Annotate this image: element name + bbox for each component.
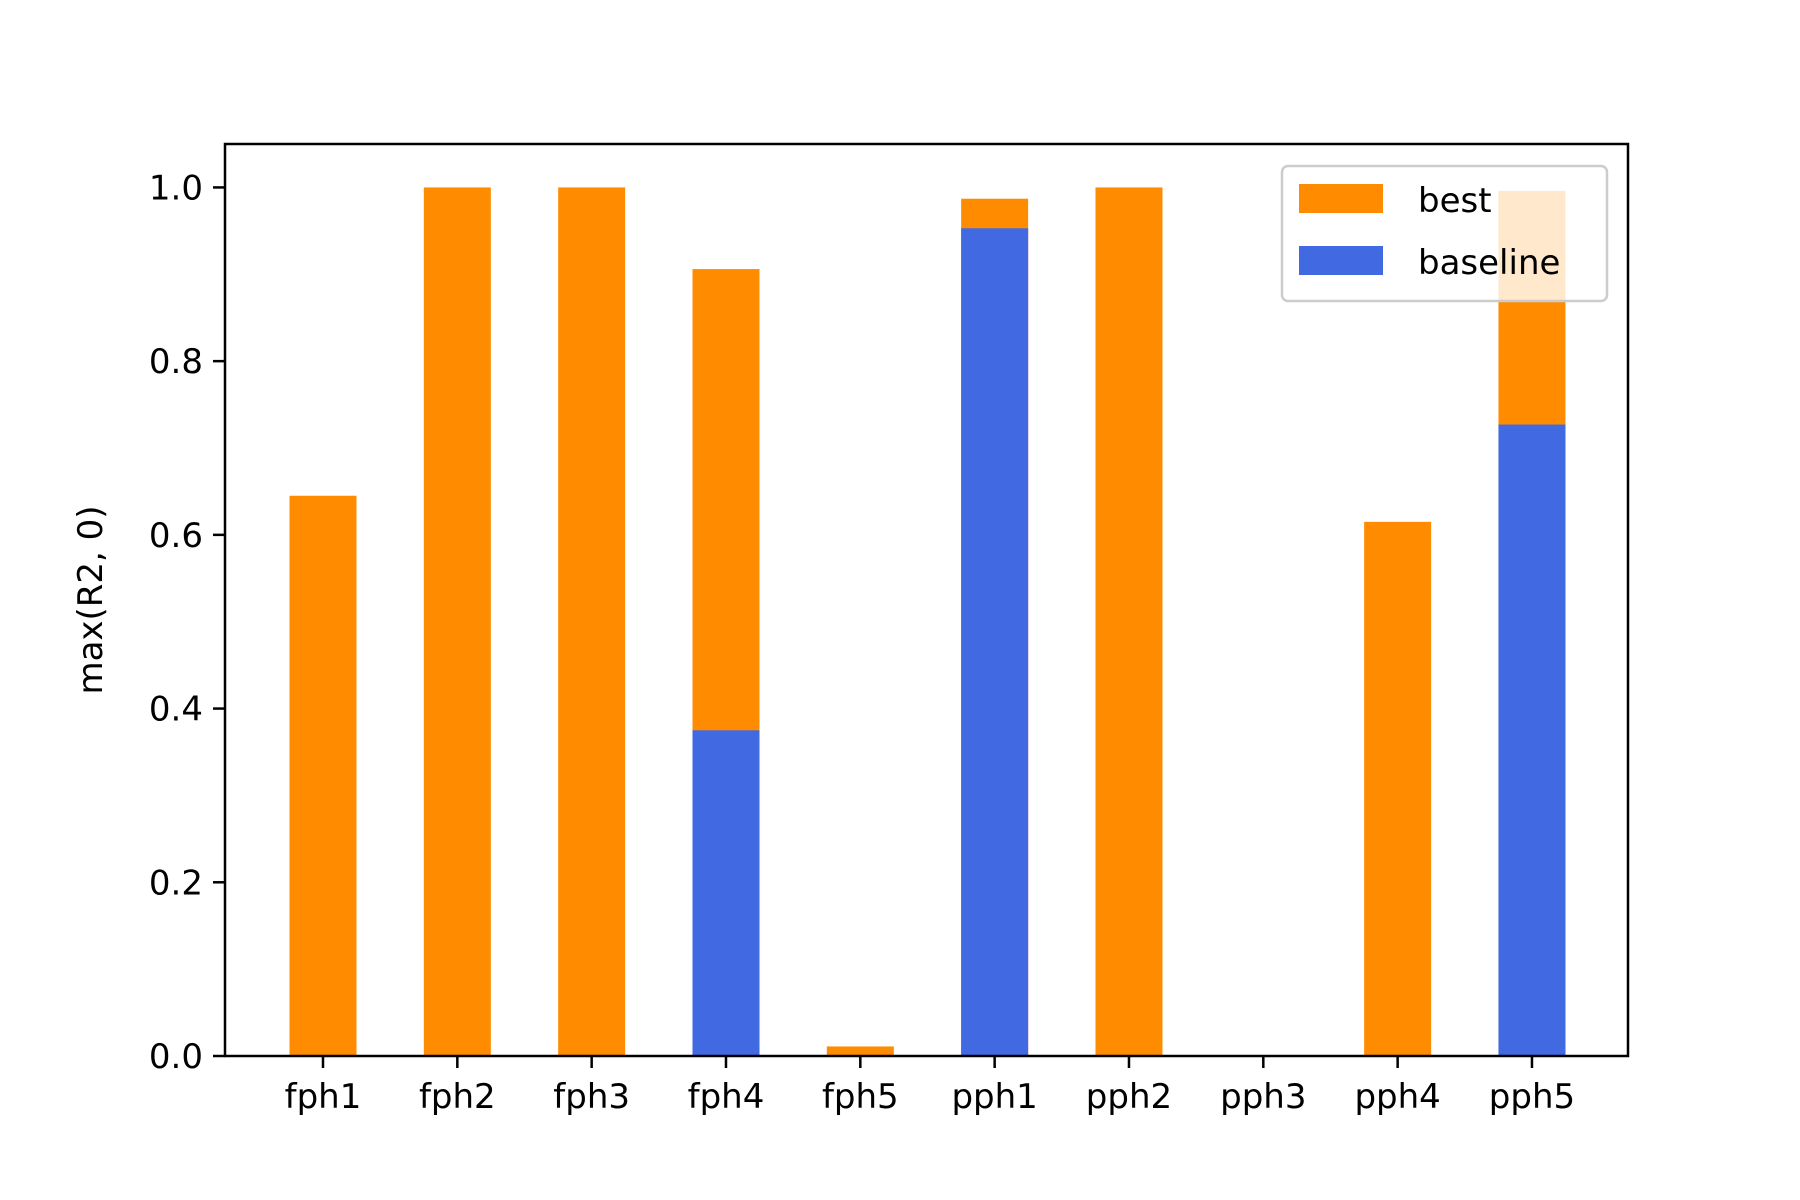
- legend: best baseline: [1280, 164, 1609, 303]
- bar-baseline-pph1: [961, 228, 1029, 1056]
- y-tick-label: 0.0: [149, 1037, 203, 1077]
- bar-best-fph5: [826, 1046, 894, 1056]
- bar-best-fph1: [289, 495, 357, 1056]
- y-tick-label: 0.6: [149, 516, 203, 556]
- y-tick-label: 0.8: [149, 342, 203, 382]
- y-axis: 0.0 0.2 0.4 0.6 0.8 1.0: [149, 168, 225, 1077]
- x-tick-label: pph4: [1354, 1077, 1440, 1117]
- x-tick-label: pph1: [951, 1077, 1037, 1117]
- bar-best-pph4: [1364, 521, 1432, 1056]
- legend-swatch-baseline: [1299, 246, 1383, 275]
- x-tick-label: pph3: [1220, 1077, 1306, 1117]
- x-tick-label: fph3: [553, 1077, 630, 1117]
- bars-layer: [289, 187, 1566, 1057]
- x-tick-label: fph4: [688, 1077, 765, 1117]
- y-tick-label: 0.2: [149, 863, 203, 903]
- x-tick-label: pph2: [1086, 1077, 1172, 1117]
- x-axis: fph1 fph2 fph3 fph4 fph5 pph1 pph2 pph3 pph4 pph5: [285, 1056, 1575, 1117]
- bar-best-fph2: [423, 187, 491, 1056]
- legend-label-baseline: baseline: [1418, 243, 1560, 283]
- x-tick-label: fph2: [419, 1077, 496, 1117]
- x-tick-label: fph1: [285, 1077, 362, 1117]
- plot-frame: [223, 142, 1630, 1058]
- bar-baseline-pph5: [1498, 424, 1566, 1056]
- bar-best-fph3: [558, 187, 626, 1056]
- y-axis-label: max(R2, 0): [71, 505, 111, 694]
- bar-baseline-fph4: [692, 730, 760, 1056]
- y-tick-label: 0.4: [149, 690, 203, 730]
- y-tick-label: 1.0: [149, 168, 203, 208]
- x-tick-label: pph5: [1489, 1077, 1575, 1117]
- legend-swatch-best: [1299, 184, 1383, 213]
- legend-label-best: best: [1418, 181, 1492, 221]
- bar-best-pph2: [1095, 187, 1163, 1056]
- x-tick-label: fph5: [822, 1077, 899, 1117]
